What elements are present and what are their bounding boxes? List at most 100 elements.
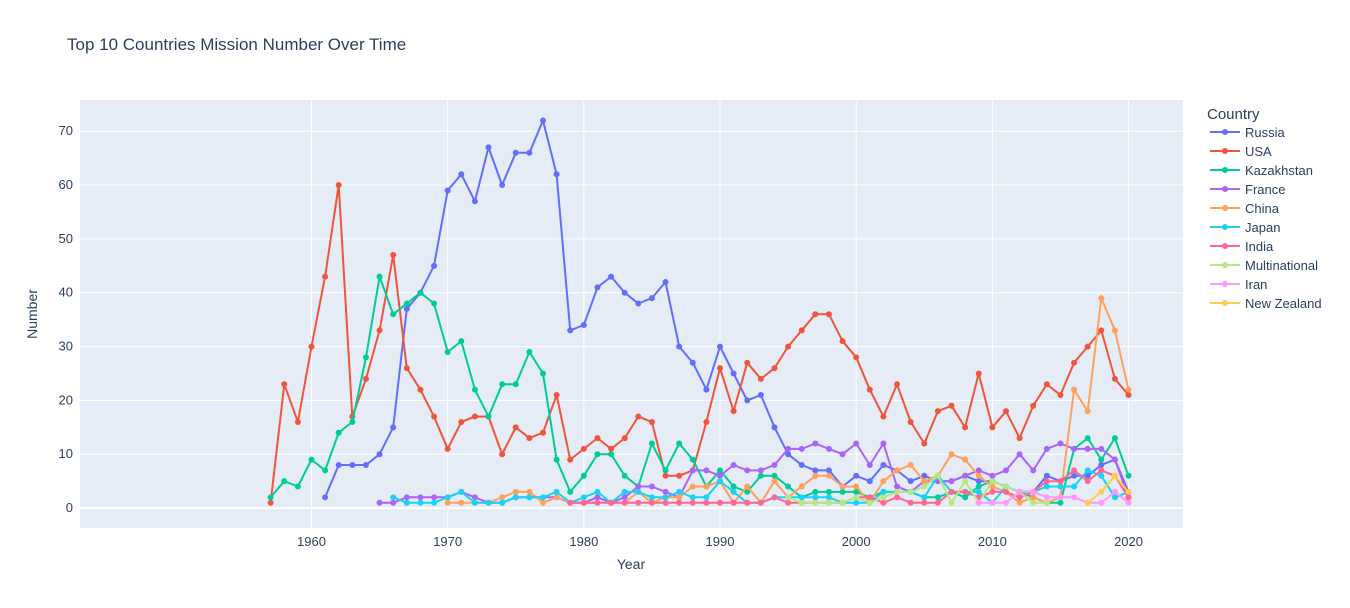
- data-point: [744, 499, 751, 506]
- data-point: [594, 494, 601, 501]
- data-point: [431, 494, 438, 501]
- data-point: [921, 483, 928, 490]
- data-point: [703, 418, 710, 425]
- data-point: [1098, 488, 1105, 495]
- data-point: [1098, 462, 1105, 469]
- data-point: [580, 499, 587, 506]
- data-point: [1084, 408, 1091, 415]
- x-tick-label: 2020: [1114, 534, 1143, 549]
- legend-swatch-marker: [1222, 129, 1228, 135]
- legend-item[interactable]: India: [1210, 239, 1274, 254]
- data-point: [907, 418, 914, 425]
- data-point: [948, 451, 955, 458]
- data-point: [294, 418, 301, 425]
- data-point: [635, 488, 642, 495]
- data-point: [621, 494, 628, 501]
- data-point: [894, 488, 901, 495]
- data-point: [499, 494, 506, 501]
- legend-item[interactable]: Multinational: [1210, 258, 1318, 273]
- legend-item[interactable]: Japan: [1210, 220, 1280, 235]
- data-point: [771, 478, 778, 485]
- data-point: [621, 488, 628, 495]
- data-point: [431, 499, 438, 506]
- legend-swatch-marker: [1222, 300, 1228, 306]
- data-point: [1098, 445, 1105, 452]
- data-point: [553, 494, 560, 501]
- x-tick-label: 1970: [433, 534, 462, 549]
- data-point: [526, 488, 533, 495]
- legend-item[interactable]: France: [1210, 182, 1285, 197]
- data-point: [1043, 483, 1050, 490]
- y-axis-title: Number: [24, 289, 40, 339]
- data-point: [362, 462, 369, 469]
- data-point: [866, 386, 873, 393]
- chart-title: Top 10 Countries Mission Number Over Tim…: [67, 35, 406, 54]
- data-point: [539, 499, 546, 506]
- data-point: [880, 499, 887, 506]
- data-point: [785, 483, 792, 490]
- legend-swatch-marker: [1222, 205, 1228, 211]
- data-point: [390, 424, 397, 431]
- data-point: [390, 252, 397, 259]
- y-tick-label: 20: [59, 392, 73, 407]
- data-point: [866, 494, 873, 501]
- data-point: [907, 499, 914, 506]
- data-point: [1098, 467, 1105, 474]
- data-point: [689, 494, 696, 501]
- y-tick-label: 50: [59, 231, 73, 246]
- data-point: [417, 499, 424, 506]
- data-point: [499, 451, 506, 458]
- data-point: [798, 462, 805, 469]
- data-point: [349, 418, 356, 425]
- data-point: [757, 467, 764, 474]
- legend-item[interactable]: New Zealand: [1210, 296, 1322, 311]
- legend-item[interactable]: Iran: [1210, 277, 1267, 292]
- data-point: [785, 445, 792, 452]
- data-point: [1071, 359, 1078, 366]
- data-point: [1125, 386, 1132, 393]
- gridlines: [80, 100, 1183, 528]
- data-point: [431, 413, 438, 420]
- y-tick-label: 60: [59, 177, 73, 192]
- legend-swatch-marker: [1222, 243, 1228, 249]
- data-point: [431, 262, 438, 269]
- legend[interactable]: Country Russia USA Kazakhstan France China Ja…: [1207, 106, 1322, 311]
- data-point: [539, 429, 546, 436]
- data-point: [444, 494, 451, 501]
- data-point: [499, 499, 506, 506]
- data-point: [825, 499, 832, 506]
- data-point: [962, 472, 969, 479]
- data-point: [798, 445, 805, 452]
- data-point: [880, 462, 887, 469]
- data-point: [648, 418, 655, 425]
- data-point: [689, 483, 696, 490]
- data-point: [798, 494, 805, 501]
- data-point: [948, 499, 955, 506]
- data-point: [839, 499, 846, 506]
- data-point: [1125, 472, 1132, 479]
- data-point: [621, 499, 628, 506]
- legend-item[interactable]: Kazakhstan: [1210, 163, 1313, 178]
- data-point: [1084, 343, 1091, 350]
- legend-swatch-marker: [1222, 262, 1228, 268]
- data-point: [703, 499, 710, 506]
- data-point: [825, 467, 832, 474]
- legend-item[interactable]: China: [1210, 201, 1280, 216]
- data-point: [744, 483, 751, 490]
- legend-title: Country: [1207, 106, 1260, 123]
- data-point: [744, 467, 751, 474]
- data-point: [322, 273, 329, 280]
- data-point: [1098, 499, 1105, 506]
- legend-item[interactable]: USA: [1210, 144, 1272, 159]
- legend-swatch-marker: [1222, 148, 1228, 154]
- data-point: [934, 499, 941, 506]
- x-tick-label: 1960: [297, 534, 326, 549]
- data-point: [1125, 392, 1132, 399]
- data-point: [580, 494, 587, 501]
- data-point: [1030, 499, 1037, 506]
- legend-item[interactable]: Russia: [1210, 125, 1286, 140]
- data-point: [948, 488, 955, 495]
- data-point: [308, 456, 315, 463]
- data-point: [717, 343, 724, 350]
- data-point: [785, 494, 792, 501]
